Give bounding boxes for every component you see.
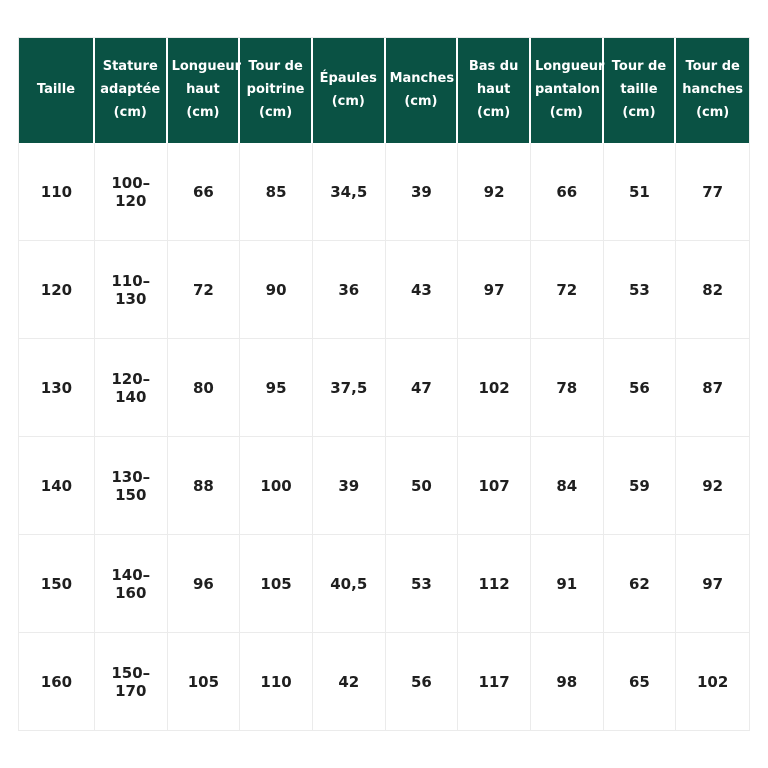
table-cell-longueur-haut: 66	[167, 143, 241, 241]
table-cell-longueur-haut: 80	[167, 339, 241, 437]
table-cell-longueur-haut: 72	[167, 241, 241, 339]
table-cell-stature-adaptee: 130–150	[94, 437, 168, 535]
table-cell-bas-du-haut: 107	[458, 437, 531, 535]
table-cell-tour-de-taille: 56	[603, 339, 677, 437]
table-cell-stature-adaptee: 150–170	[94, 633, 168, 730]
table-cell-longueur-pantalon: 78	[530, 339, 604, 437]
table-cell-stature-adaptee: 110–130	[94, 241, 168, 339]
table-cell-bas-du-haut: 92	[458, 143, 531, 241]
header-row: Taille Stature adaptée (cm) Longueur haut …	[19, 38, 749, 143]
table-cell-bas-du-haut: 112	[458, 535, 531, 633]
table-cell-longueur-pantalon: 98	[530, 633, 604, 730]
table-row: 150 140–160 96 105 40,5 53 112 91 62 97	[19, 535, 749, 633]
table-cell-manches: 43	[385, 241, 459, 339]
size-chart-header: Taille Stature adaptée (cm) Longueur haut …	[19, 38, 749, 143]
table-cell-stature-adaptee: 120–140	[94, 339, 168, 437]
table-cell-longueur-haut: 88	[167, 437, 241, 535]
table-cell-manches: 39	[385, 143, 459, 241]
table-cell-manches: 53	[385, 535, 459, 633]
table-cell-tour-de-hanches: 77	[676, 143, 749, 241]
size-chart-table: Taille Stature adaptée (cm) Longueur haut …	[18, 37, 750, 731]
table-cell-epaules: 37,5	[312, 339, 386, 437]
table-cell-stature-adaptee: 100–120	[94, 143, 168, 241]
table-cell-taille: 160	[19, 633, 95, 730]
size-chart-body: 110 100–120 66 85 34,5 39 92 66 51 77 120 110–130 72…	[19, 143, 749, 730]
header-cell-bas-du-haut: Bas du haut (cm)	[458, 38, 531, 143]
table-cell-taille: 110	[19, 143, 95, 241]
table-row: 130 120–140 80 95 37,5 47 102 78 56 87	[19, 339, 749, 437]
table-cell-taille: 130	[19, 339, 95, 437]
header-cell-tour-de-taille: Tour de taille (cm)	[603, 38, 677, 143]
header-cell-stature-adaptee: Stature adaptée (cm)	[94, 38, 168, 143]
table-cell-tour-de-taille: 53	[603, 241, 677, 339]
table-cell-stature-adaptee: 140–160	[94, 535, 168, 633]
table-cell-tour-de-poitrine: 90	[240, 241, 313, 339]
table-cell-manches: 50	[385, 437, 459, 535]
table-cell-tour-de-poitrine: 110	[240, 633, 313, 730]
table-cell-tour-de-poitrine: 95	[240, 339, 313, 437]
table-row: 160 150–170 105 110 42 56 117 98 65 102	[19, 633, 749, 730]
header-cell-taille: Taille	[19, 38, 95, 143]
table-row: 120 110–130 72 90 36 43 97 72 53 82	[19, 241, 749, 339]
table-cell-longueur-pantalon: 72	[530, 241, 604, 339]
table-cell-epaules: 42	[312, 633, 386, 730]
table-cell-taille: 150	[19, 535, 95, 633]
table-cell-taille: 120	[19, 241, 95, 339]
table-cell-tour-de-poitrine: 85	[240, 143, 313, 241]
header-cell-longueur-pantalon: Longueur pantalon (cm)	[530, 38, 604, 143]
table-cell-longueur-pantalon: 66	[530, 143, 604, 241]
table-cell-longueur-pantalon: 84	[530, 437, 604, 535]
header-cell-tour-de-poitrine: Tour de poitrine (cm)	[240, 38, 313, 143]
table-cell-manches: 47	[385, 339, 459, 437]
table-cell-tour-de-taille: 62	[603, 535, 677, 633]
table-cell-tour-de-hanches: 87	[676, 339, 749, 437]
header-cell-epaules: Épaules (cm)	[312, 38, 386, 143]
table-cell-longueur-haut: 96	[167, 535, 241, 633]
table-cell-epaules: 40,5	[312, 535, 386, 633]
table-cell-epaules: 36	[312, 241, 386, 339]
table-cell-tour-de-taille: 65	[603, 633, 677, 730]
table-row: 140 130–150 88 100 39 50 107 84 59 92	[19, 437, 749, 535]
size-chart-container: Taille Stature adaptée (cm) Longueur haut …	[18, 37, 750, 731]
table-cell-tour-de-hanches: 82	[676, 241, 749, 339]
table-cell-bas-du-haut: 97	[458, 241, 531, 339]
table-cell-epaules: 34,5	[312, 143, 386, 241]
table-cell-tour-de-hanches: 92	[676, 437, 749, 535]
table-cell-longueur-pantalon: 91	[530, 535, 604, 633]
table-cell-tour-de-hanches: 97	[676, 535, 749, 633]
table-cell-tour-de-taille: 51	[603, 143, 677, 241]
header-cell-longueur-haut: Longueur haut (cm)	[167, 38, 241, 143]
table-cell-longueur-haut: 105	[167, 633, 241, 730]
table-cell-epaules: 39	[312, 437, 386, 535]
table-cell-bas-du-haut: 102	[458, 339, 531, 437]
table-row: 110 100–120 66 85 34,5 39 92 66 51 77	[19, 143, 749, 241]
table-cell-tour-de-poitrine: 105	[240, 535, 313, 633]
header-cell-tour-de-hanches: Tour de hanches (cm)	[676, 38, 749, 143]
table-cell-bas-du-haut: 117	[458, 633, 531, 730]
table-cell-tour-de-taille: 59	[603, 437, 677, 535]
table-cell-taille: 140	[19, 437, 95, 535]
table-cell-tour-de-hanches: 102	[676, 633, 749, 730]
table-cell-tour-de-poitrine: 100	[240, 437, 313, 535]
header-cell-manches: Manches (cm)	[385, 38, 459, 143]
table-cell-manches: 56	[385, 633, 459, 730]
